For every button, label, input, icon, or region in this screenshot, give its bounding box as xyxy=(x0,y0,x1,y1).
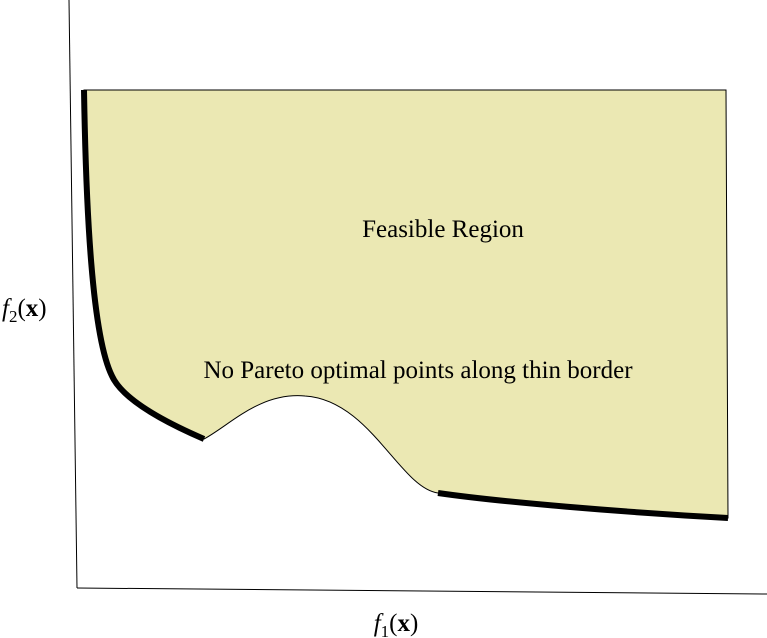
y-axis xyxy=(68,0,78,589)
subscript: 1 xyxy=(381,622,390,638)
paren: ) xyxy=(410,610,418,637)
paren: ( xyxy=(389,610,397,637)
border-note: No Pareto optimal points along thin bord… xyxy=(203,357,633,384)
x-axis xyxy=(76,587,767,595)
argument: x xyxy=(26,295,39,322)
symbol: f xyxy=(2,295,12,322)
argument: x xyxy=(397,610,410,637)
paren: ( xyxy=(17,295,25,322)
pareto-front-bottom xyxy=(437,490,729,521)
paren: ) xyxy=(38,295,46,322)
feasible-region xyxy=(83,89,729,519)
subscript: 2 xyxy=(9,307,18,326)
x-axis-label: f1(x) xyxy=(374,610,419,638)
pareto-front-left xyxy=(81,89,206,442)
region-label: Feasible Region xyxy=(362,216,524,243)
y-axis-label: f2(x) xyxy=(2,295,47,326)
symbol: f xyxy=(374,610,384,637)
